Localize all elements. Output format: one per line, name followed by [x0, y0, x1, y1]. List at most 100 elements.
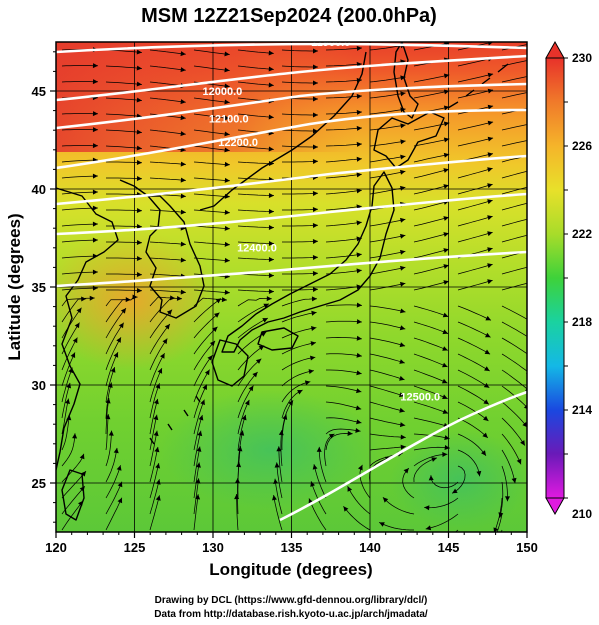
streamline: [325, 143, 362, 147]
streamline-arrow: [442, 409, 449, 414]
coast-shikoku: [257, 327, 299, 351]
streamline-arrow: [532, 57, 537, 62]
streamline: [105, 351, 119, 387]
streamline-arrow: [117, 481, 123, 488]
streamline-arrow: [531, 216, 536, 221]
streamline: [382, 496, 415, 515]
streamline: [369, 305, 406, 313]
streamline-arrow: [487, 88, 494, 94]
streamline: [413, 321, 449, 334]
streamline-arrow: [166, 309, 173, 315]
streamline-arrow: [136, 65, 142, 71]
streamline-arrow: [196, 462, 201, 468]
colorbar-tick-label: 218: [572, 315, 592, 329]
streamline: [325, 385, 362, 393]
streamline-arrow: [268, 161, 274, 166]
streamline-arrow: [399, 325, 406, 331]
streamline-arrow: [443, 280, 449, 285]
streamline-arrow: [403, 468, 409, 474]
streamline: [105, 296, 138, 307]
streamline: [106, 225, 143, 228]
streamline: [193, 414, 203, 451]
streamline: [237, 49, 274, 54]
streamline-arrow: [356, 370, 362, 376]
streamline-arrow: [154, 446, 160, 453]
streamline-arrow: [493, 527, 499, 532]
streamline: [282, 240, 319, 243]
streamline: [149, 463, 160, 499]
streamline-arrow: [487, 247, 493, 253]
streamline-arrow: [312, 287, 318, 292]
streamline: [457, 369, 490, 389]
coast-china: [56, 187, 119, 471]
streamline: [61, 414, 70, 451]
streamline: [149, 177, 186, 181]
streamline: [457, 279, 493, 291]
colorbar-tick-label: 214: [572, 403, 592, 417]
streamline: [501, 218, 527, 227]
streamline: [424, 497, 459, 509]
streamline-arrow: [268, 225, 274, 230]
streamline-arrow: [224, 289, 230, 295]
streamline: [106, 177, 143, 180]
streamline-arrow: [399, 359, 405, 364]
streamline: [501, 282, 527, 291]
streamline: [105, 337, 122, 371]
streamline: [282, 224, 319, 227]
streamline-arrow: [136, 97, 142, 103]
streamline: [413, 216, 450, 227]
streamline-arrow: [72, 433, 78, 439]
streamline-arrow: [180, 209, 186, 215]
streamline: [281, 49, 318, 52]
streamline-arrow: [483, 415, 489, 421]
height-contour: [56, 108, 527, 170]
streamline-arrow: [155, 463, 161, 469]
streamline: [105, 113, 142, 117]
streamline-arrow: [442, 394, 448, 399]
streamline: [413, 446, 450, 451]
streamline-arrow: [531, 168, 536, 173]
streamline-arrow: [276, 446, 282, 452]
streamline-arrow: [424, 505, 430, 511]
warm-region: [56, 230, 220, 370]
x-tick-label: 120: [45, 540, 67, 555]
streamline-arrow: [487, 183, 493, 189]
streamline-arrow: [400, 265, 406, 271]
streamline-arrow: [382, 497, 389, 503]
streamline: [237, 241, 275, 244]
height-contours: [56, 42, 527, 522]
streamline: [325, 205, 362, 211]
streamline-arrow: [485, 332, 491, 338]
streamline: [237, 65, 274, 70]
streamline: [237, 161, 275, 164]
streamline-arrow: [110, 367, 116, 373]
streamline: [430, 475, 459, 489]
streamline: [369, 282, 406, 291]
streamline: [369, 321, 406, 330]
coast-kurils: [447, 63, 509, 109]
height-contour: [56, 154, 527, 206]
streamline-arrow: [202, 384, 207, 390]
streamline-arrow: [224, 257, 230, 263]
streamline: [149, 241, 186, 245]
streamline: [413, 280, 450, 291]
streamline: [281, 145, 318, 148]
streamline-arrow: [92, 189, 98, 195]
streamline-arrow: [195, 494, 201, 500]
streamline: [325, 304, 363, 307]
streamline-arrow: [356, 319, 362, 325]
streamline: [149, 367, 163, 403]
streamline-arrow: [531, 248, 536, 253]
streamline: [105, 481, 123, 515]
streamline: [313, 464, 327, 499]
streamline: [457, 263, 493, 275]
streamline-arrow: [160, 353, 165, 359]
streamline: [325, 189, 362, 195]
streamline: [413, 248, 450, 259]
streamline: [281, 113, 318, 116]
streamline: [105, 322, 125, 355]
streamline-arrow: [272, 495, 277, 501]
streamline-arrow: [136, 288, 142, 293]
streamline: [105, 497, 123, 531]
streamline-arrow: [356, 220, 362, 226]
